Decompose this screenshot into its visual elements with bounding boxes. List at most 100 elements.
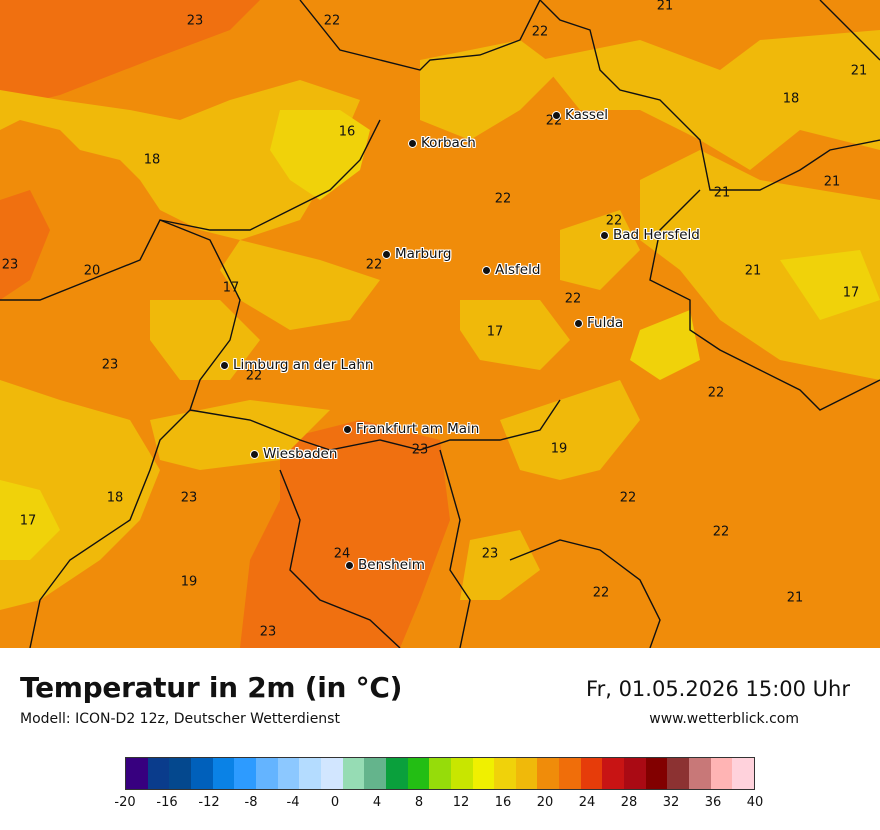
city-name: Frankfurt am Main <box>356 421 480 437</box>
city-dot-icon <box>250 449 259 459</box>
temperature-label: 18 <box>106 490 124 506</box>
website-link[interactable]: www.wetterblick.com <box>649 711 799 727</box>
legend-swatch <box>169 758 191 789</box>
city-name: Wiesbaden <box>263 446 338 462</box>
city-name: Fulda <box>587 315 624 331</box>
temperature-label: 24 <box>333 546 351 562</box>
legend-swatch <box>299 758 321 789</box>
legend-swatch <box>277 758 300 789</box>
legend-tick-label: 8 <box>414 795 424 810</box>
legend-tick-label: 0 <box>330 795 340 810</box>
city-dot-icon <box>408 138 417 148</box>
legend-swatch <box>234 758 256 789</box>
temperature-label: 21 <box>656 0 674 14</box>
legend-swatch <box>689 758 711 789</box>
legend-swatch <box>710 758 733 789</box>
legend-tick-label: -4 <box>286 795 300 810</box>
temperature-label: 22 <box>323 13 341 29</box>
legend-tick-label: 36 <box>704 795 722 810</box>
legend-tick-label: 40 <box>746 795 764 810</box>
city-dot-icon <box>382 249 391 259</box>
legend-swatch <box>645 758 668 789</box>
legend-swatch <box>472 758 495 789</box>
temperature-label: 21 <box>823 174 841 190</box>
temperature-label: 23 <box>411 442 429 458</box>
temperature-label: 22 <box>245 368 263 384</box>
legend-tick-label: 28 <box>620 795 638 810</box>
temperature-label: 18 <box>782 91 800 107</box>
temperature-label: 22 <box>712 524 730 540</box>
temperature-map[interactable]: 23 22 21 22 21 18 16 22 18 21 21 22 22 2… <box>0 0 880 648</box>
temperature-label: 21 <box>713 185 731 201</box>
legend-tick-label: 20 <box>536 795 554 810</box>
temperature-label: 19 <box>550 441 568 457</box>
temperature-label: 17 <box>486 324 504 340</box>
legend-swatch <box>126 758 148 789</box>
city-marker-bad-hersfeld[interactable]: Bad Hersfeld <box>600 227 700 243</box>
map-title: Temperatur in 2m (in °C) <box>20 671 403 704</box>
city-dot-icon <box>343 424 352 434</box>
legend-tick-label: 24 <box>578 795 596 810</box>
forecast-datetime: Fr, 01.05.2026 15:00 Uhr <box>586 677 850 701</box>
temperature-label: 22 <box>619 490 637 506</box>
legend-swatch <box>624 758 646 789</box>
legend-tick-label: 32 <box>662 795 680 810</box>
city-name: Bensheim <box>358 557 425 573</box>
legend-tick-label: 4 <box>372 795 382 810</box>
legend-swatch <box>559 758 581 789</box>
legend-swatch <box>515 758 538 789</box>
legend-swatch <box>580 758 603 789</box>
temperature-label: 22 <box>531 24 549 40</box>
temperature-label: 23 <box>481 546 499 562</box>
city-name: Alsfeld <box>495 262 541 278</box>
city-marker-alsfeld[interactable]: Alsfeld <box>482 262 540 278</box>
city-dot-icon <box>220 360 229 370</box>
legend-tick-label: 12 <box>452 795 470 810</box>
model-info: Modell: ICON-D2 12z, Deutscher Wetterdie… <box>20 711 340 727</box>
temperature-label: 22 <box>494 191 512 207</box>
temperature-label: 17 <box>222 280 240 296</box>
temperature-label: 22 <box>365 257 383 273</box>
city-marker-wiesbaden[interactable]: Wiesbaden <box>250 446 337 462</box>
city-marker-marburg[interactable]: Marburg <box>382 246 451 262</box>
legend-tick-label: -8 <box>244 795 258 810</box>
temperature-label: 22 <box>605 213 623 229</box>
legend-swatch <box>732 758 755 789</box>
legend-swatch <box>385 758 408 789</box>
city-marker-bensheim[interactable]: Bensheim <box>345 557 425 573</box>
legend-swatch <box>494 758 516 789</box>
legend-swatch <box>212 758 235 789</box>
city-dot-icon <box>345 560 354 570</box>
city-name: Kassel <box>565 107 609 123</box>
city-marker-frankfurt[interactable]: Frankfurt am Main <box>343 421 479 437</box>
city-marker-fulda[interactable]: Fulda <box>574 315 623 331</box>
temperature-label: 21 <box>786 590 804 606</box>
temperature-label: 17 <box>19 513 37 529</box>
city-name: Limburg an der Lahn <box>233 357 374 373</box>
temperature-label: 23 <box>186 13 204 29</box>
city-marker-kassel[interactable]: Kassel <box>552 107 608 123</box>
temperature-label: 17 <box>842 285 860 301</box>
city-name: Bad Hersfeld <box>613 227 700 243</box>
temperature-label: 18 <box>143 152 161 168</box>
map-field <box>0 0 880 648</box>
city-dot-icon <box>600 230 609 240</box>
city-marker-limburg[interactable]: Limburg an der Lahn <box>220 357 373 373</box>
legend-swatch <box>255 758 278 789</box>
temperature-label: 22 <box>707 385 725 401</box>
legend-swatch <box>667 758 690 789</box>
city-marker-korbach[interactable]: Korbach <box>408 135 476 151</box>
legend-swatch <box>364 758 386 789</box>
legend-swatch <box>537 758 560 789</box>
legend-swatch <box>407 758 430 789</box>
temperature-label: 21 <box>850 63 868 79</box>
legend-swatch <box>429 758 451 789</box>
legend-swatch <box>602 758 625 789</box>
legend-tick-label: -12 <box>198 795 220 810</box>
legend-tick-label: -20 <box>114 795 136 810</box>
city-dot-icon <box>574 318 583 328</box>
temperature-label: 23 <box>101 357 119 373</box>
city-dot-icon <box>482 265 491 275</box>
temperature-label: 22 <box>592 585 610 601</box>
legend-swatch <box>190 758 213 789</box>
